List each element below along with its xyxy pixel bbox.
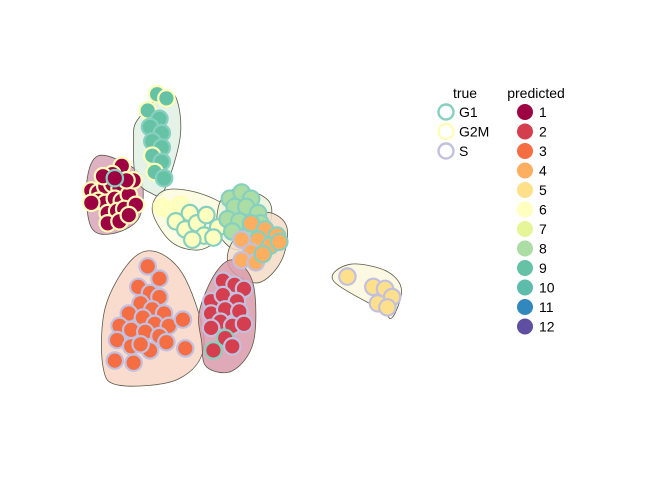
legend-predicted-key — [517, 260, 533, 276]
data-point — [269, 232, 289, 252]
data-point — [338, 267, 357, 286]
data-point — [154, 168, 174, 188]
legend-predicted-label: 1 — [539, 104, 547, 120]
legend-predicted-key — [517, 182, 533, 198]
legend-predicted-label: 4 — [539, 163, 547, 179]
data-point — [157, 89, 176, 108]
legend-true-label: G1 — [459, 104, 478, 120]
data-point — [124, 353, 143, 372]
data-point — [378, 298, 397, 317]
legend-true-key — [437, 122, 455, 141]
legend-true-key — [437, 142, 455, 160]
legend-predicted-label: 5 — [539, 182, 547, 198]
data-point — [150, 269, 169, 288]
legend-predicted-key — [517, 123, 533, 140]
legend-predicted-key — [517, 240, 533, 257]
legend-predicted-label: 6 — [539, 202, 547, 218]
legend-predicted-key — [517, 318, 533, 335]
legend-predicted-title: predicted — [507, 85, 565, 101]
data-point — [232, 230, 251, 249]
data-point — [183, 230, 202, 249]
data-point — [204, 228, 223, 247]
data-point — [119, 205, 139, 225]
legend-predicted-label: 8 — [539, 241, 547, 257]
legend-predicted-key — [517, 104, 533, 120]
legend-predicted-label: 7 — [539, 221, 547, 237]
legend-predicted-key — [517, 299, 533, 315]
legend-predicted-key — [517, 201, 533, 218]
legend-predicted-label: 3 — [539, 143, 547, 159]
data-point — [105, 351, 125, 370]
data-point — [157, 332, 176, 352]
data-point — [138, 257, 157, 276]
data-point — [131, 334, 150, 354]
data-point — [176, 339, 195, 358]
legend-predicted-key — [517, 143, 533, 159]
legend-true: true G1 G2M S — [437, 85, 489, 160]
data-point — [253, 244, 273, 264]
legend-predicted-label: 11 — [539, 299, 554, 315]
legend-predicted-label: 12 — [539, 319, 555, 335]
legend-true-label: G2M — [459, 124, 489, 140]
data-point — [197, 205, 216, 225]
data-point — [223, 336, 242, 356]
data-point — [173, 310, 193, 329]
data-point — [201, 318, 221, 338]
data-point — [234, 314, 254, 334]
legend-predicted-label: 10 — [539, 280, 555, 296]
legend-true-key — [437, 103, 455, 121]
legend-predicted-key — [517, 221, 533, 237]
legend-true-label: S — [459, 143, 468, 159]
legend-predicted-key — [517, 279, 533, 296]
data-point — [82, 193, 101, 213]
data-point — [204, 341, 223, 360]
data-point — [105, 168, 125, 188]
legend-true-title: true — [453, 85, 477, 101]
legend-predicted-key — [517, 162, 533, 179]
legend-predicted-label: 2 — [539, 124, 547, 140]
legend-predicted-label: 9 — [539, 260, 547, 276]
data-points — [82, 84, 402, 372]
